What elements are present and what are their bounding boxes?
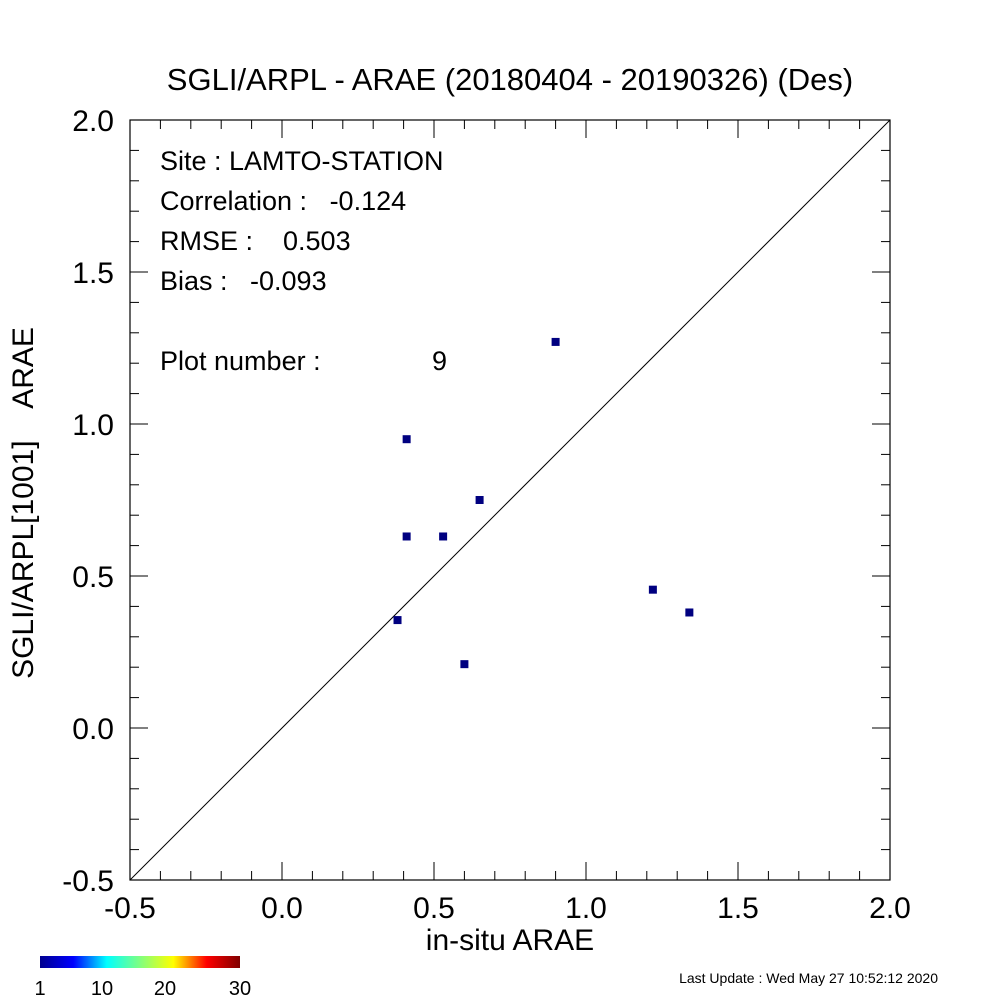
chart-title: SGLI/ARPL - ARAE (20180404 - 20190326) (… bbox=[167, 62, 853, 97]
data-point bbox=[475, 496, 484, 504]
y-tick-label: 2.0 bbox=[72, 105, 114, 138]
y-axis-label: SGLI/ARPL[1001] ARAE bbox=[7, 327, 40, 679]
data-point bbox=[402, 435, 411, 444]
x-tick-label: 1.0 bbox=[565, 892, 607, 925]
data-point bbox=[460, 660, 469, 669]
y-tick-label: 0.0 bbox=[72, 713, 114, 746]
x-tick-label: 0.5 bbox=[413, 892, 455, 925]
colorbar-tick-label: 10 bbox=[91, 978, 113, 1000]
data-point bbox=[393, 616, 402, 625]
tick-labels: -0.5 0.0 0.5 1.0 1.5 2.0 -0.5 0.0 0.5 1.0 1.5 2.0 bbox=[62, 105, 911, 925]
x-tick-label: -0.5 bbox=[104, 892, 156, 925]
plot-number-value: 9 bbox=[432, 346, 447, 376]
colorbar bbox=[40, 956, 240, 968]
plot-number-label: Plot number : bbox=[160, 346, 321, 376]
y-tick-label: -0.5 bbox=[62, 865, 114, 898]
plot-frame bbox=[129, 119, 891, 881]
data-point bbox=[402, 532, 411, 541]
correlation-annotation: Correlation : -0.124 bbox=[160, 186, 406, 216]
x-axis-label: in-situ ARAE bbox=[426, 924, 594, 957]
y-tick-label: 1.0 bbox=[72, 409, 114, 442]
data-point bbox=[551, 337, 560, 346]
last-update-text: Last Update : Wed May 27 10:52:12 2020 bbox=[679, 970, 938, 986]
x-tick-label: 1.5 bbox=[717, 892, 759, 925]
site-annotation: Site : LAMTO-STATION bbox=[160, 146, 444, 176]
x-tick-label: 0.0 bbox=[261, 892, 303, 925]
colorbar-tick-label: 30 bbox=[229, 978, 251, 1000]
data-point bbox=[685, 608, 694, 617]
rmse-annotation: RMSE : 0.503 bbox=[160, 226, 351, 256]
colorbar-tick-label: 1 bbox=[34, 978, 45, 1000]
colorbar-tick-label: 20 bbox=[154, 978, 176, 1000]
bias-annotation: Bias : -0.093 bbox=[160, 266, 327, 296]
colorbar-tick-labels: 1 10 20 30 bbox=[34, 978, 251, 1000]
y-tick-label: 0.5 bbox=[72, 561, 114, 594]
data-point bbox=[648, 585, 657, 594]
y-tick-label: 1.5 bbox=[72, 257, 114, 290]
data-point bbox=[439, 532, 448, 541]
data-points bbox=[393, 337, 694, 669]
one-to-one-line bbox=[129, 119, 891, 881]
x-tick-label: 2.0 bbox=[869, 892, 911, 925]
